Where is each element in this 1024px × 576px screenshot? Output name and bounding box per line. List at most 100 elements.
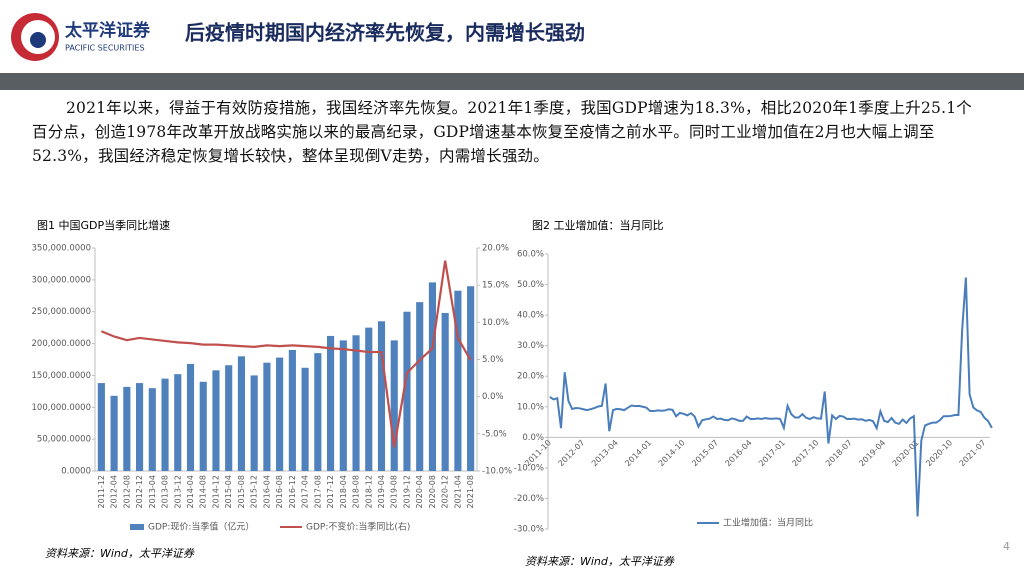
y-tick-label: 50,000.0000 — [37, 435, 91, 445]
x-tick-label: 2017-08 — [313, 475, 322, 508]
x-tick-label: 2013-08 — [161, 475, 170, 508]
y2-tick-label: -5.0% — [482, 429, 507, 439]
x-tick-label: 2011-12 — [97, 475, 106, 508]
y-tick-label: 250,000.0000 — [32, 307, 91, 317]
y2-tick-label: 15.0% — [482, 281, 509, 291]
header-bar — [0, 73, 1024, 90]
logo-dot — [30, 32, 46, 48]
y-tick-label: 0.0% — [522, 433, 544, 443]
x-tick-label: 2016-12 — [288, 475, 297, 508]
x-tick-label: 2017-12 — [326, 475, 335, 508]
x-tick-label: 2015-07 — [690, 438, 720, 468]
legend-label: GDP:不变价:当季同比(右) — [306, 521, 410, 533]
x-tick-label: 2013-12 — [173, 475, 182, 508]
bar — [416, 302, 424, 471]
x-tick-label: 2019-04 — [857, 438, 887, 468]
bar — [136, 383, 144, 471]
bar — [97, 383, 105, 471]
y-tick-label: 150,000.0000 — [32, 371, 91, 381]
paragraph: 2021年以来，得益于有效防疫措施，我国经济率先恢复。2021年1季度，我国GD… — [32, 99, 972, 165]
bar — [148, 388, 156, 471]
x-tick-label: 2013-04 — [148, 475, 157, 508]
legend-label: GDP:现价:当季值（亿元） — [148, 521, 254, 533]
bar — [467, 286, 475, 471]
bar — [403, 311, 411, 471]
x-tick-label: 2017-01 — [757, 438, 787, 468]
x-tick-label: 2012-12 — [135, 475, 144, 508]
x-tick-label: 2017-10 — [790, 438, 820, 468]
x-tick-label: 2019-08 — [390, 475, 399, 508]
slide-title: 后疫情时期国内经济率先恢复，内需增长强劲 — [185, 21, 585, 45]
x-tick-label: 2012-04 — [110, 475, 119, 508]
y2-tick-label: 20.0% — [482, 244, 509, 254]
x-tick-label: 2015-04 — [224, 475, 233, 508]
bar — [186, 363, 195, 471]
bar — [212, 370, 220, 471]
bar — [174, 374, 182, 471]
y-tick-label: 200,000.0000 — [32, 339, 91, 349]
x-tick-label: 2019-04 — [377, 475, 386, 508]
bar — [225, 365, 233, 471]
legend-swatch — [130, 524, 144, 530]
x-tick-label: 2016-08 — [275, 475, 284, 508]
line — [549, 277, 993, 517]
x-tick-label: 2016-04 — [262, 475, 271, 508]
y-tick-label: 10.0% — [517, 402, 544, 412]
bar — [250, 375, 258, 471]
x-tick-label: 2017-04 — [301, 475, 310, 508]
bar — [377, 321, 386, 471]
x-tick-label: 2014-08 — [199, 475, 208, 508]
bar — [314, 353, 322, 471]
y-tick-label: 350,000.0000 — [32, 244, 91, 254]
x-tick-label: 2020-04 — [415, 475, 424, 508]
x-tick-label: 2018-04 — [339, 475, 348, 508]
bar — [110, 395, 118, 471]
x-tick-label: 2014-12 — [211, 475, 220, 508]
chart-title: 图2 工业增加值：当月同比 — [532, 218, 664, 232]
bar — [199, 381, 207, 471]
bar — [352, 335, 360, 471]
bar — [428, 282, 436, 471]
x-tick-label: 2018-12 — [364, 475, 373, 508]
y2-tick-label: 0.0% — [482, 392, 504, 402]
logo-en: PACIFIC SECURITIES — [65, 44, 145, 53]
x-tick-label: 2020-10 — [924, 438, 954, 468]
y2-tick-label: 5.0% — [482, 355, 504, 365]
x-tick-label: 2015-08 — [237, 475, 246, 508]
bar — [276, 357, 284, 471]
bar — [288, 349, 296, 471]
y-tick-label: 100,000.0000 — [32, 403, 91, 413]
x-tick-label: 2014-04 — [186, 475, 195, 508]
x-tick-label: 2016-04 — [724, 438, 754, 468]
y-tick-label: 50.0% — [517, 280, 544, 290]
x-tick-label: 2012-08 — [122, 475, 131, 508]
y-tick-label: 40.0% — [517, 311, 544, 321]
x-tick-label: 2021-07 — [958, 438, 988, 468]
x-tick-label: 2012-07 — [556, 438, 586, 468]
y2-tick-label: 10.0% — [482, 318, 509, 328]
source: 资料来源：Wind，太平洋证券 — [45, 547, 195, 560]
y-tick-label: 300,000.0000 — [32, 275, 91, 285]
logo-cn: 太平洋证券 — [65, 20, 151, 41]
bar — [390, 340, 398, 471]
source: 资料来源：Wind，太平洋证券 — [525, 555, 675, 568]
bar — [441, 312, 449, 471]
x-tick-label: 2021-08 — [466, 475, 475, 508]
line — [100, 260, 472, 448]
bar — [123, 386, 131, 471]
y-tick-label: 60.0% — [517, 250, 544, 260]
y-tick-label: 30.0% — [517, 341, 544, 351]
bar — [263, 362, 271, 471]
legend-label: 工业增加值：当月同比 — [723, 517, 813, 529]
x-tick-label: 2013-04 — [590, 438, 620, 468]
y-tick-label: -20.0% — [514, 494, 544, 504]
x-tick-label: 2015-12 — [250, 475, 259, 508]
x-tick-label: 2014-10 — [657, 438, 687, 468]
bar — [365, 327, 373, 471]
y-tick-label: 0.0000 — [61, 467, 91, 477]
x-tick-label: 2014-01 — [623, 438, 653, 468]
y2-tick-label: -10.0% — [482, 467, 512, 477]
y-tick-label: 20.0% — [517, 372, 544, 382]
